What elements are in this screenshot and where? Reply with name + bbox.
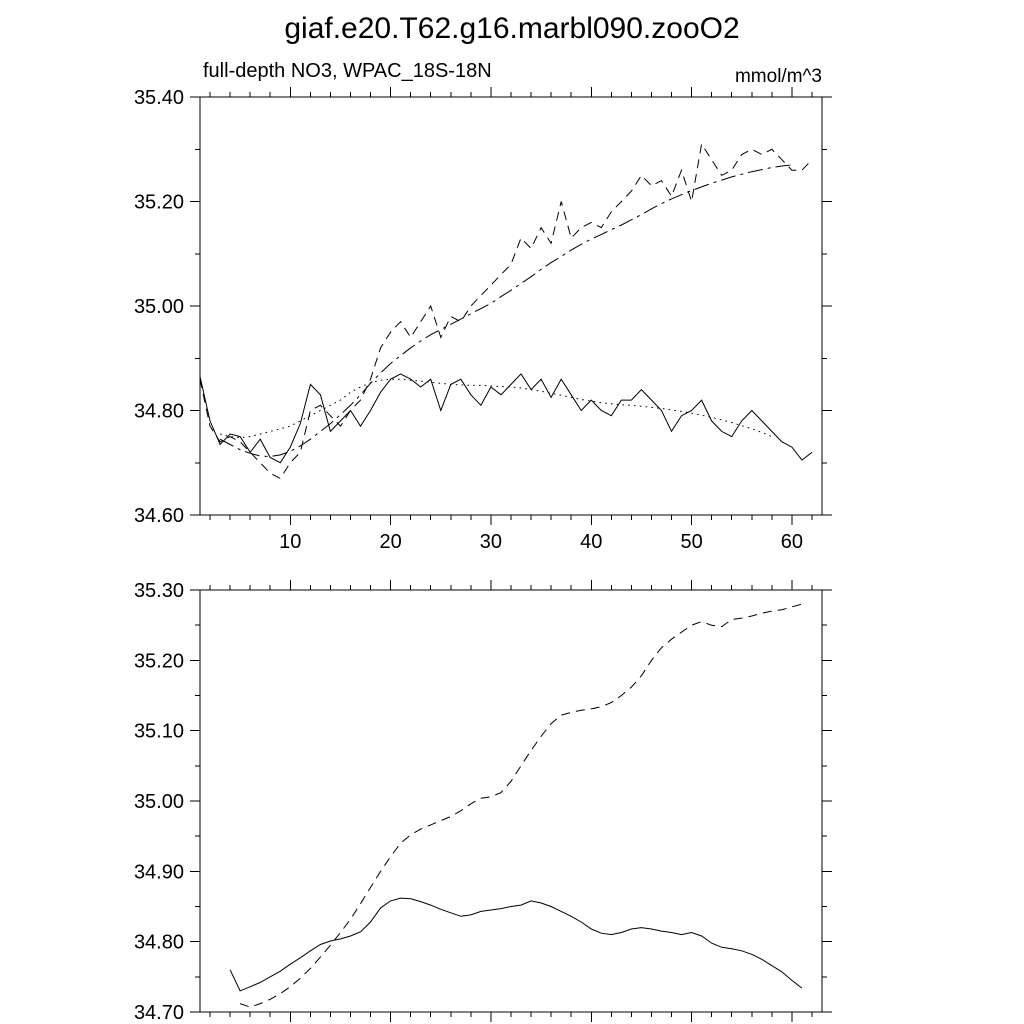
units-label: mmol/m^3	[734, 66, 822, 87]
y-tick-label: 34.70	[134, 1002, 184, 1024]
series-1-solid	[229, 897, 803, 992]
panel-2: 34.70 34.80 34.90 35.00 35.10 35.20 35.30	[134, 580, 832, 1024]
series-4-dashdot	[219, 164, 792, 458]
x-tick-label: 40	[580, 531, 602, 553]
y-tick-label: 34.80	[134, 401, 184, 423]
y-tick-label: 35.20	[134, 192, 184, 214]
x-tick-label: 30	[480, 531, 502, 553]
axes-frame	[190, 580, 832, 1022]
tick-labels: 34.70 34.80 34.90 35.00 35.10 35.20 35.30	[134, 580, 184, 1024]
x-tick-label: 50	[680, 531, 702, 553]
y-tick-label: 34.80	[134, 932, 184, 954]
y-tick-label: 34.90	[134, 861, 184, 883]
y-tick-label: 34.60	[134, 505, 184, 527]
series-3-dashed	[199, 142, 813, 480]
x-tick-label: 60	[781, 531, 803, 553]
y-tick-label: 35.30	[134, 580, 184, 602]
axes-frame	[190, 87, 832, 525]
x-tick-label: 20	[379, 531, 401, 553]
y-tick-label: 35.20	[134, 650, 184, 672]
x-tick-label: 10	[279, 531, 301, 553]
series-2-dashed	[239, 603, 803, 1008]
panel-subtitle: full-depth NO3, WPAC_18S-18N	[203, 60, 492, 82]
y-tick-label: 35.00	[134, 791, 184, 813]
panel-1: 34.60 34.80 35.00 35.20 35.40 10 20 30 40 50 60	[134, 87, 832, 553]
y-tick-label: 35.10	[134, 721, 184, 743]
series-1-solid	[199, 373, 813, 464]
y-tick-label: 35.40	[134, 87, 184, 109]
plot-title: giaf.e20.T62.g16.marbl090.zooO2	[284, 12, 740, 45]
series-2-dotted	[219, 378, 772, 439]
y-tick-label: 35.00	[134, 296, 184, 318]
tick-labels: 34.60 34.80 35.00 35.20 35.40 10 20 30 40 50 60	[134, 87, 803, 553]
